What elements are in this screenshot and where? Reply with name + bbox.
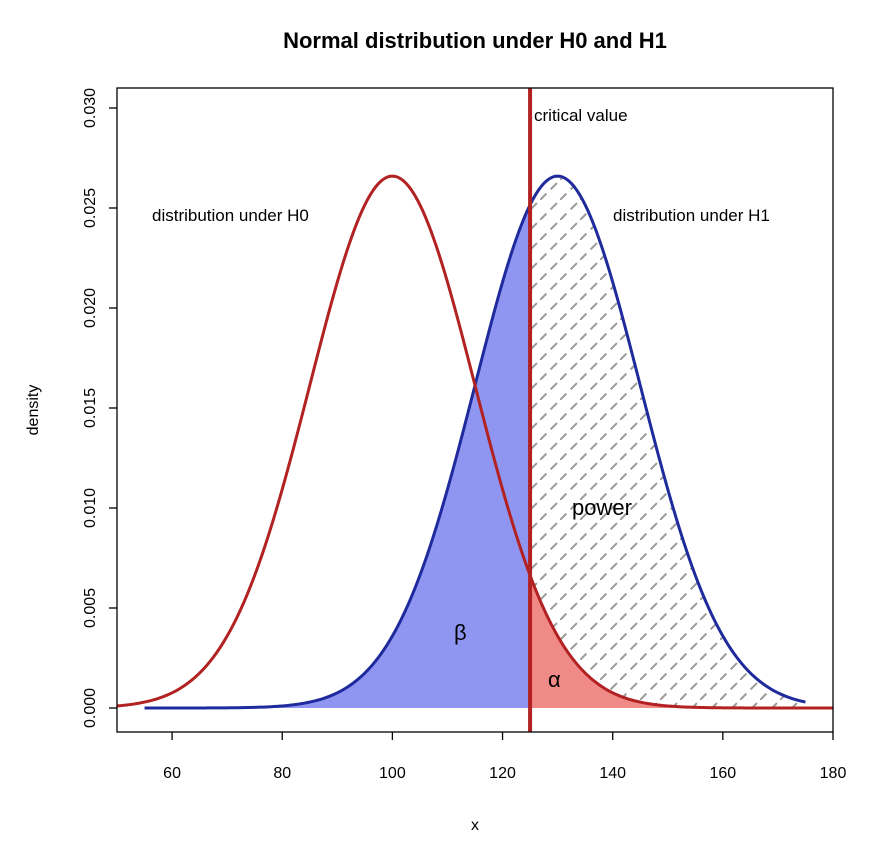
power-label: power: [572, 495, 632, 520]
x-tick-label: 100: [379, 765, 406, 782]
y-tick-label: 0.030: [82, 88, 99, 128]
x-tick-label: 180: [820, 765, 847, 782]
h0-density-curve: [117, 174, 833, 710]
y-tick-label: 0.005: [82, 588, 99, 628]
x-axis-label: x: [471, 817, 479, 834]
power-region: [530, 176, 806, 708]
y-axis-label: density: [25, 385, 42, 436]
plot-frame: [116, 87, 834, 733]
y-axis: 0.000 0.005 0.010 0.015 0.020 0.025 0.030: [82, 88, 117, 728]
beta-label: β: [454, 620, 467, 645]
h1-label: distribution under H1: [613, 206, 770, 225]
x-tick-label: 60: [163, 765, 181, 782]
x-tick-label: 120: [489, 765, 516, 782]
beta-region: [144, 204, 531, 708]
x-axis: 60 80 100 120 140 160 180: [163, 732, 846, 782]
y-tick-label: 0.000: [82, 688, 99, 728]
chart-title: Normal distribution under H0 and H1: [283, 28, 667, 53]
alpha-label: α: [548, 667, 561, 692]
x-tick-label: 80: [273, 765, 291, 782]
critical-value-label: critical value: [534, 106, 628, 125]
x-tick-label: 140: [599, 765, 626, 782]
y-tick-label: 0.025: [82, 188, 99, 228]
alpha-region: [530, 575, 833, 708]
y-tick-label: 0.015: [82, 388, 99, 428]
h0-label: distribution under H0: [152, 206, 309, 225]
x-tick-label: 160: [709, 765, 736, 782]
y-tick-label: 0.010: [82, 488, 99, 528]
y-tick-label: 0.020: [82, 288, 99, 328]
